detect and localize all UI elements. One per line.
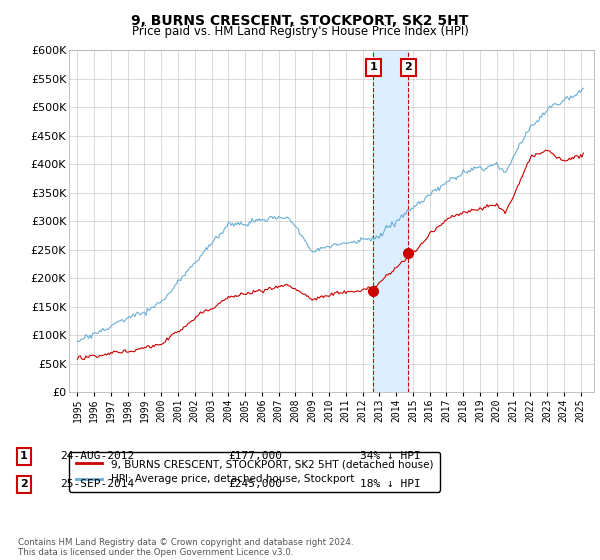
- Text: £245,000: £245,000: [228, 479, 282, 489]
- Legend: 9, BURNS CRESCENT, STOCKPORT, SK2 5HT (detached house), HPI: Average price, deta: 9, BURNS CRESCENT, STOCKPORT, SK2 5HT (d…: [69, 452, 440, 492]
- Text: 1: 1: [370, 63, 377, 72]
- Text: Contains HM Land Registry data © Crown copyright and database right 2024.
This d: Contains HM Land Registry data © Crown c…: [18, 538, 353, 557]
- Text: 24-AUG-2012: 24-AUG-2012: [60, 451, 134, 461]
- Text: 34% ↓ HPI: 34% ↓ HPI: [360, 451, 421, 461]
- Text: 18% ↓ HPI: 18% ↓ HPI: [360, 479, 421, 489]
- Text: 2: 2: [20, 479, 28, 489]
- Text: Price paid vs. HM Land Registry's House Price Index (HPI): Price paid vs. HM Land Registry's House …: [131, 25, 469, 38]
- Text: 2: 2: [404, 63, 412, 72]
- Text: 1: 1: [20, 451, 28, 461]
- Text: 25-SEP-2014: 25-SEP-2014: [60, 479, 134, 489]
- Text: £177,000: £177,000: [228, 451, 282, 461]
- Bar: [373, 50, 409, 392]
- Text: 9, BURNS CRESCENT, STOCKPORT, SK2 5HT: 9, BURNS CRESCENT, STOCKPORT, SK2 5HT: [131, 14, 469, 28]
